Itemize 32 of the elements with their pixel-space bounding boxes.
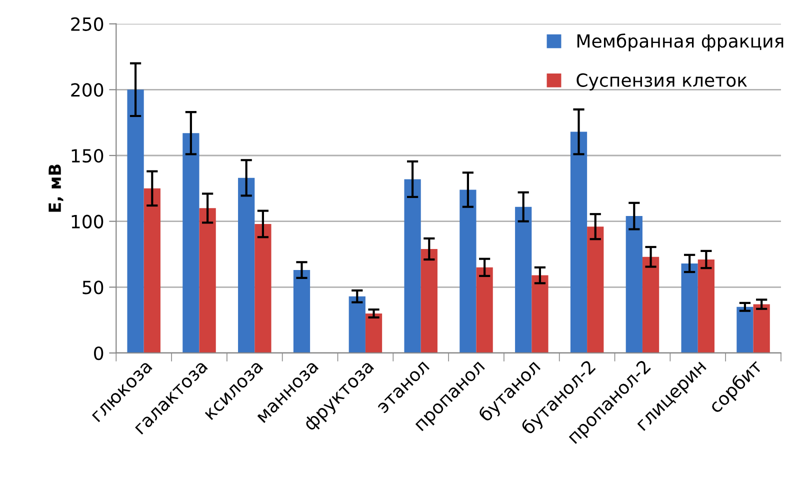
y-tick-label: 0: [94, 346, 104, 360]
y-tick-label: 250: [71, 17, 104, 31]
y-tick-label: 150: [72, 148, 104, 163]
bar: [642, 256, 660, 353]
y-tick-label: 100: [72, 214, 104, 228]
y-tick-label: 200: [71, 83, 104, 97]
bar: [404, 179, 421, 353]
y-axis-title: E, мВ: [48, 164, 64, 212]
bar: [199, 208, 216, 353]
bar: [515, 206, 532, 353]
bar: [587, 226, 604, 353]
bar: [293, 270, 310, 353]
bar: [698, 260, 714, 353]
bar: [182, 133, 200, 353]
bar: [626, 216, 642, 353]
bar: [144, 188, 160, 353]
bar: [753, 304, 770, 353]
bar: [238, 178, 255, 353]
bar: [254, 224, 272, 353]
bar: [476, 267, 493, 353]
y-tick-label: 50: [82, 280, 104, 294]
bar: [532, 275, 548, 353]
bar: [420, 248, 438, 353]
legend-label: Мембранная фракция: [577, 34, 784, 52]
bar: [365, 313, 382, 353]
bar: [570, 132, 588, 353]
bar: [681, 263, 698, 353]
bar: [460, 190, 476, 353]
legend-label: Суспензия клеток: [576, 73, 747, 90]
bar: [736, 306, 754, 353]
bar: [348, 296, 366, 353]
bar: [127, 90, 144, 353]
